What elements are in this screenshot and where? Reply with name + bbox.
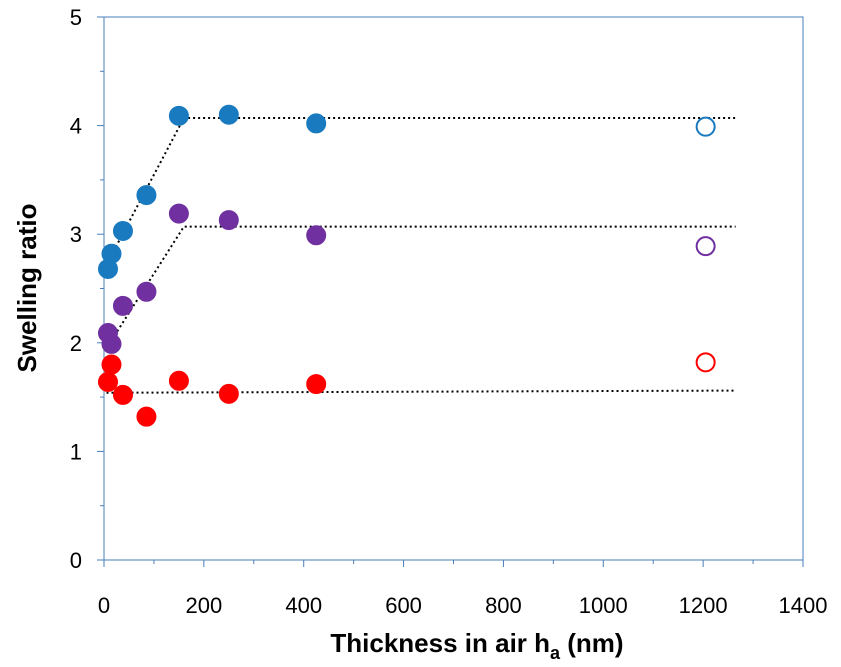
data-point <box>168 370 189 391</box>
x-axis-title-unit: (nm) <box>560 628 624 658</box>
data-point <box>168 105 189 126</box>
x-tick-label: 600 <box>385 593 422 618</box>
data-point <box>101 333 122 354</box>
x-tick-label: 1400 <box>779 593 828 618</box>
data-point <box>218 383 239 404</box>
x-tick-label: 400 <box>285 593 322 618</box>
y-tick-label: 1 <box>70 439 82 464</box>
data-point <box>101 354 122 375</box>
x-axis-title-subscript: a <box>550 643 561 663</box>
y-tick-label: 4 <box>70 114 82 139</box>
data-point <box>136 281 157 302</box>
data-point <box>168 203 189 224</box>
data-points <box>97 104 716 427</box>
open-data-point <box>695 116 716 137</box>
y-tick-label: 3 <box>70 222 82 247</box>
open-data-point <box>695 236 716 257</box>
trend-line <box>105 225 736 349</box>
tick-labels: 0 1 2 3 4 5 0 200 400 600 800 1000 1200 1400 <box>70 5 828 618</box>
data-point <box>306 225 327 246</box>
data-point <box>306 374 327 395</box>
plot-area <box>103 16 804 561</box>
x-tick-label: 0 <box>98 593 110 618</box>
data-point <box>218 104 239 125</box>
x-tick-label: 200 <box>185 593 222 618</box>
data-point <box>136 406 157 427</box>
x-tick-label: 1000 <box>579 593 628 618</box>
data-point <box>306 113 327 134</box>
axis-ticks <box>97 16 804 567</box>
x-tick-label: 1200 <box>679 593 728 618</box>
x-tick-label: 800 <box>485 593 522 618</box>
open-data-point <box>695 352 716 373</box>
y-axis-title: Swelling ratio <box>12 203 42 372</box>
x-axis-title-main: Thickness in air h <box>330 628 550 658</box>
data-point <box>97 371 118 392</box>
data-point <box>112 295 133 316</box>
data-point <box>218 210 239 231</box>
y-tick-label: 5 <box>70 5 82 30</box>
y-tick-label: 2 <box>70 331 82 356</box>
x-axis-title: Thickness in air ha (nm) <box>330 628 623 663</box>
data-point <box>136 185 157 206</box>
data-point <box>101 243 122 264</box>
data-point <box>112 220 133 241</box>
data-point <box>112 384 133 405</box>
y-tick-label: 0 <box>70 548 82 573</box>
